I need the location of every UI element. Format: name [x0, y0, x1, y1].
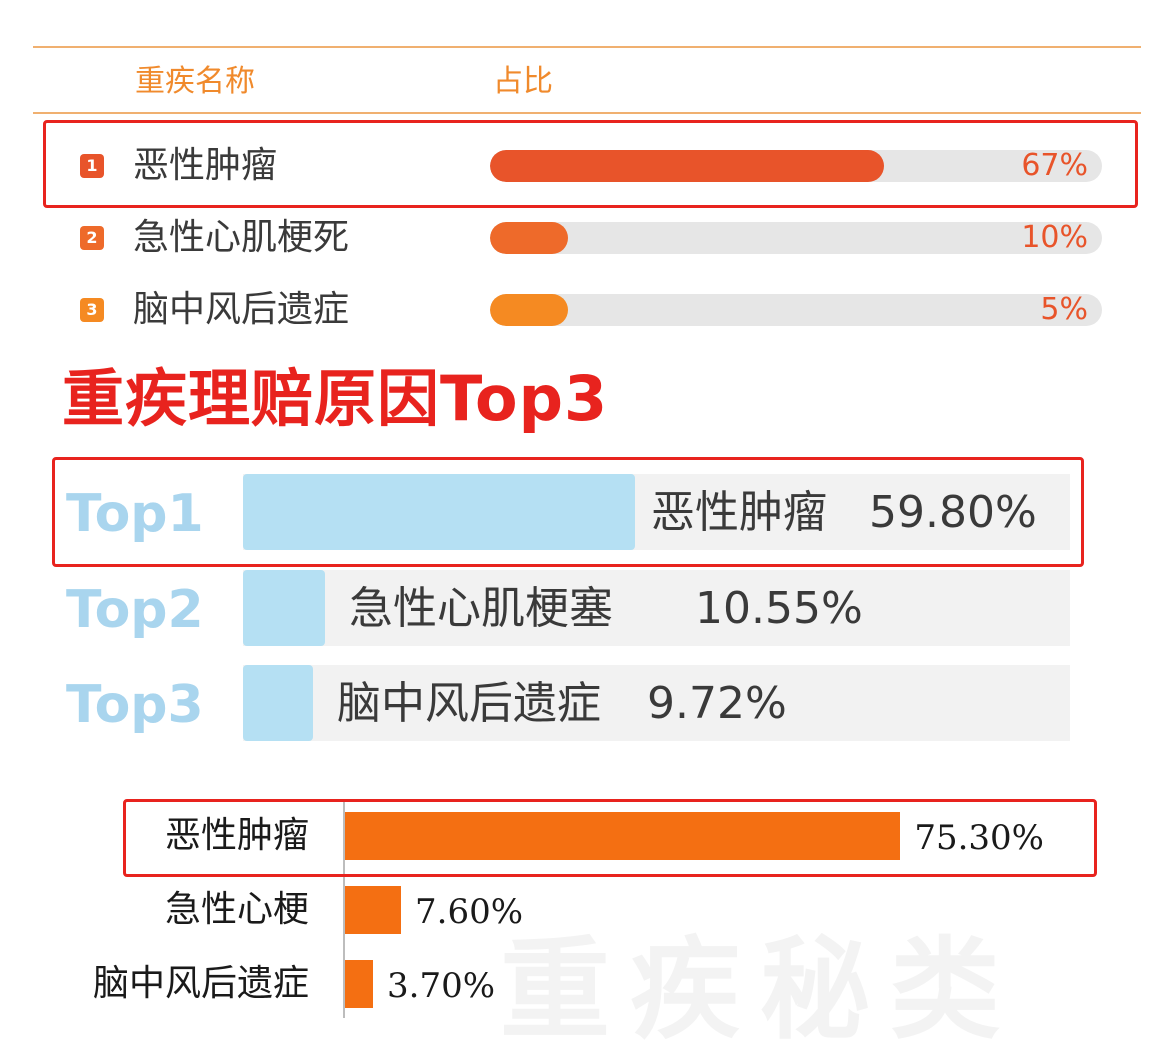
value-label: 3.70%	[387, 966, 496, 1006]
header-ratio-column: 占比	[493, 64, 553, 99]
category-label: 恶性肿瘤	[164, 815, 309, 856]
rank-badge: 3	[80, 298, 104, 322]
value-label: 75.30%	[914, 818, 1044, 858]
header-divider	[33, 112, 1141, 114]
value-label: 5%	[1040, 292, 1088, 327]
bar	[345, 886, 402, 934]
bar-track: 恶性肿瘤 59.80%	[243, 474, 1070, 550]
chart1-highlight-box	[43, 120, 1138, 208]
chart3-axis	[343, 800, 345, 1018]
bar	[345, 812, 901, 860]
bar-track	[490, 150, 1102, 182]
rank-label: Top3	[66, 675, 204, 735]
bar	[490, 150, 884, 182]
rank-label: Top1	[66, 484, 204, 544]
chart1-row: 3 脑中风后遗症 5%	[0, 280, 1164, 340]
value-label: 67%	[1021, 148, 1088, 183]
chart2-row: Top1 恶性肿瘤 59.80%	[0, 474, 1164, 552]
bar	[345, 960, 373, 1008]
bar-track	[490, 294, 1102, 326]
chart2-title: 重疾理赔原因Top3	[62, 362, 609, 435]
chart2-row: Top3 脑中风后遗症 9.72%	[0, 665, 1164, 743]
value-label: 10%	[1021, 220, 1088, 255]
rank-badge: 1	[80, 154, 104, 178]
rank-label: Top2	[66, 580, 204, 640]
bar	[243, 570, 325, 646]
bar-track	[490, 222, 1102, 254]
chart1-row: 2 急性心肌梗死 10%	[0, 208, 1164, 268]
header-name-column: 重疾名称	[135, 64, 255, 99]
category-label: 脑中风后遗症	[337, 678, 601, 729]
bar	[243, 474, 635, 550]
bar	[490, 222, 568, 254]
bar-track: 急性心肌梗塞 10.55%	[243, 570, 1070, 646]
bar-track: 脑中风后遗症 9.72%	[243, 665, 1070, 741]
top-divider	[33, 46, 1141, 48]
value-label: 7.60%	[415, 892, 524, 932]
rank-badge: 2	[80, 226, 104, 250]
category-label: 急性心肌梗死	[133, 217, 350, 258]
bar	[490, 294, 568, 326]
value-label: 9.72%	[647, 678, 787, 729]
bar	[243, 665, 313, 741]
chart1-row: 1 恶性肿瘤 67%	[0, 136, 1164, 196]
category-label: 急性心梗	[164, 889, 309, 930]
category-label: 脑中风后遗症	[133, 289, 350, 330]
chart2-row: Top2 急性心肌梗塞 10.55%	[0, 570, 1164, 648]
category-label: 恶性肿瘤	[651, 487, 827, 538]
value-label: 59.80%	[869, 487, 1037, 538]
chart3-highlight-box	[123, 799, 1097, 877]
category-label: 急性心肌梗塞	[349, 583, 613, 634]
category-label: 脑中风后遗症	[92, 963, 309, 1004]
watermark-text: 重疾秘类	[500, 926, 1020, 1054]
category-label: 恶性肿瘤	[133, 145, 278, 186]
value-label: 10.55%	[695, 583, 863, 634]
chart2-highlight-box	[52, 457, 1084, 567]
